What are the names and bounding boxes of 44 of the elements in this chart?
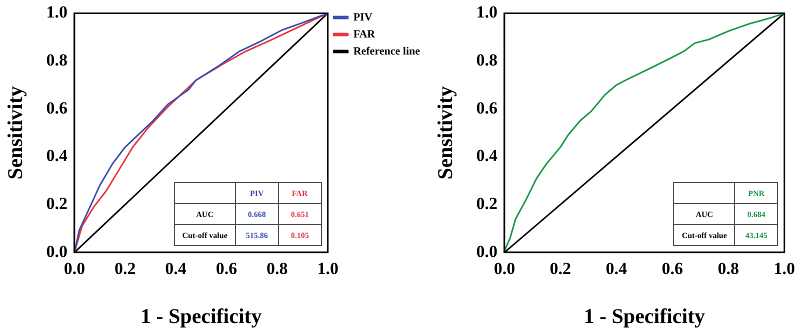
annotation: PIV — [235, 182, 278, 204]
y-tick-label: 0.8 — [46, 50, 68, 70]
annotation: AUC — [174, 204, 236, 225]
x-tick-label: 0.6 — [662, 258, 684, 278]
y-tick-label: 0.4 — [46, 146, 68, 166]
x-axis-title: 1 - Specificity — [140, 304, 262, 328]
y-axis-title: Sensitivity — [3, 86, 28, 180]
x-tick-label: 0.8 — [266, 258, 288, 278]
y-tick-label: 0.6 — [46, 98, 68, 118]
y-tick-label: 1.0 — [46, 2, 68, 22]
x-tick-label: 0.0 — [494, 258, 516, 278]
annotation: Cut-off value — [674, 224, 735, 246]
y-tick-label: 0.8 — [476, 50, 498, 70]
annotation: 0.684 — [734, 204, 778, 225]
legend-label: Reference line — [353, 45, 420, 58]
x-tick-label: 1.0 — [774, 258, 795, 278]
annotation: 0.668 — [235, 204, 278, 225]
annotation: FAR — [278, 182, 322, 204]
legend-label: PIV — [353, 11, 372, 24]
x-tick-label: 0.2 — [550, 258, 572, 278]
x-tick-label: 0.4 — [606, 258, 628, 278]
annotation: 0.651 — [278, 204, 322, 225]
x-tick-label: 0.4 — [165, 258, 187, 278]
annotation: 0.105 — [278, 224, 322, 246]
annotation: Cut-off value — [174, 224, 236, 246]
legend-label: FAR — [353, 28, 376, 40]
y-tick-label: 0.2 — [46, 194, 68, 213]
x-tick-label: 0.8 — [718, 258, 740, 278]
y-tick-label: 0.0 — [46, 242, 68, 261]
annotation: 515.86 — [235, 224, 278, 246]
x-tick-label: 0.6 — [216, 258, 238, 278]
annotation: AUC — [674, 204, 735, 225]
y-tick-label: 0.6 — [476, 98, 498, 118]
x-axis-title: 1 - Specificity — [584, 304, 706, 328]
x-tick-label: 1.0 — [317, 258, 338, 278]
x-tick-label: 0.0 — [64, 258, 86, 278]
annotation: 43.145 — [734, 224, 778, 246]
x-tick-label: 0.2 — [114, 258, 136, 278]
y-tick-label: 0.0 — [476, 242, 498, 261]
y-tick-label: 0.2 — [476, 194, 498, 213]
annotation: PNR — [734, 182, 778, 204]
y-tick-label: 1.0 — [476, 2, 498, 22]
y-axis-title: Sensitivity — [433, 86, 458, 180]
y-tick-label: 0.4 — [476, 146, 498, 166]
